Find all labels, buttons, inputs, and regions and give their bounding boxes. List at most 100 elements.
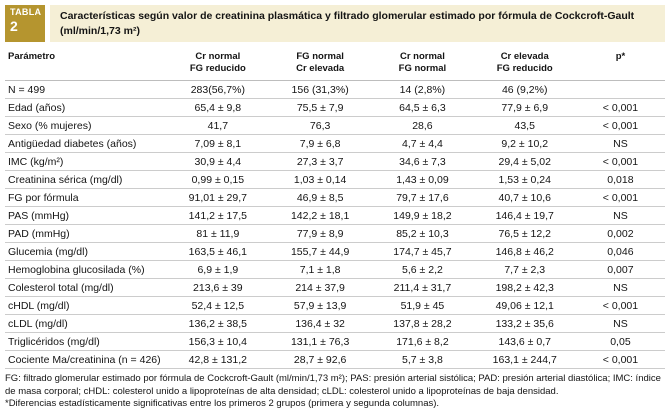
cell-p-value: NS xyxy=(575,314,665,334)
cell-cr-normal-fg-normal: 211,4 ± 31,7 xyxy=(371,278,474,298)
cell-cr-normal-fg-reducido: 136,2 ± 38,5 xyxy=(166,314,269,334)
table-row: cLDL (mg/dl) 136,2 ± 38,5 136,4 ± 32 137… xyxy=(5,314,665,334)
cell-cr-elevada-fg-reducido: 43,5 xyxy=(473,116,576,136)
table-row: Cociente Ma/creatinina (n = 426) 42,8 ± … xyxy=(5,350,665,370)
row-parameter-label: Triglicéridos (mg/dl) xyxy=(5,332,167,352)
table-row: Glucemia (mg/dl) 163,5 ± 46,1 155,7 ± 44… xyxy=(5,242,665,262)
row-parameter-label: PAD (mmHg) xyxy=(5,224,167,244)
col-header-cr-normal-fg-normal: Cr normal FG normal xyxy=(371,47,474,82)
cell-fg-normal-cr-elevada: 155,7 ± 44,9 xyxy=(268,242,372,262)
table-header-row: Parámetro Cr normal FG reducido FG norma… xyxy=(5,47,665,82)
cell-cr-normal-fg-normal: 64,5 ± 6,3 xyxy=(371,98,474,118)
cell-p-value: NS xyxy=(575,206,665,226)
cell-cr-normal-fg-reducido: 81 ± 11,9 xyxy=(166,224,269,244)
cell-cr-elevada-fg-reducido: 146,4 ± 19,7 xyxy=(473,206,576,226)
cell-cr-normal-fg-normal: 79,7 ± 17,6 xyxy=(371,188,474,208)
row-parameter-label: cLDL (mg/dl) xyxy=(5,314,167,334)
cell-fg-normal-cr-elevada: 7,1 ± 1,8 xyxy=(268,260,372,280)
cell-cr-normal-fg-normal: 4,7 ± 4,4 xyxy=(371,134,474,154)
cell-cr-normal-fg-reducido: 6,9 ± 1,9 xyxy=(166,260,269,280)
cell-p-value: < 0,001 xyxy=(575,152,665,172)
row-parameter-label: Hemoglobina glucosilada (%) xyxy=(5,260,167,280)
cell-cr-normal-fg-normal: 51,9 ± 45 xyxy=(371,296,474,316)
cell-cr-normal-fg-normal: 28,6 xyxy=(371,116,474,136)
cell-p-value: < 0,001 xyxy=(575,350,665,370)
cell-cr-normal-fg-reducido: 283(56,7%) xyxy=(166,80,269,100)
cell-cr-normal-fg-normal: 5,6 ± 2,2 xyxy=(371,260,474,280)
cell-cr-normal-fg-reducido: 0,99 ± 0,15 xyxy=(166,170,269,190)
table-row: cHDL (mg/dl) 52,4 ± 12,5 57,9 ± 13,9 51,… xyxy=(5,296,665,316)
col-header-p-value: p* xyxy=(575,47,665,82)
cell-fg-normal-cr-elevada: 46,9 ± 8,5 xyxy=(268,188,372,208)
table-body: N = 499 283(56,7%) 156 (31,3%) 14 (2,8%)… xyxy=(5,80,665,370)
cell-p-value: < 0,001 xyxy=(575,116,665,136)
footnote-abbreviations: FG: filtrado glomerular estimado por fór… xyxy=(5,373,661,397)
cell-cr-normal-fg-normal: 1,43 ± 0,09 xyxy=(371,170,474,190)
cell-cr-normal-fg-reducido: 52,4 ± 12,5 xyxy=(166,296,269,316)
table-row: N = 499 283(56,7%) 156 (31,3%) 14 (2,8%)… xyxy=(5,80,665,100)
col-header-cr-normal-fg-reducido: Cr normal FG reducido xyxy=(166,47,269,82)
table-row: PAS (mmHg) 141,2 ± 17,5 142,2 ± 18,1 149… xyxy=(5,206,665,226)
cell-cr-elevada-fg-reducido: 7,7 ± 2,3 xyxy=(473,260,576,280)
cell-fg-normal-cr-elevada: 142,2 ± 18,1 xyxy=(268,206,372,226)
col-header-cr-elevada-fg-reducido: Cr elevada FG reducido xyxy=(473,47,576,82)
cell-cr-elevada-fg-reducido: 143,6 ± 0,7 xyxy=(473,332,576,352)
cell-cr-elevada-fg-reducido: 9,2 ± 10,2 xyxy=(473,134,576,154)
cell-fg-normal-cr-elevada: 131,1 ± 76,3 xyxy=(268,332,372,352)
cell-cr-elevada-fg-reducido: 49,06 ± 12,1 xyxy=(473,296,576,316)
cell-cr-normal-fg-normal: 34,6 ± 7,3 xyxy=(371,152,474,172)
cell-cr-elevada-fg-reducido: 163,1 ± 244,7 xyxy=(473,350,576,370)
row-parameter-label: Glucemia (mg/dl) xyxy=(5,242,167,262)
cell-fg-normal-cr-elevada: 76,3 xyxy=(268,116,372,136)
table-row: Edad (años) 65,4 ± 9,8 75,5 ± 7,9 64,5 ±… xyxy=(5,98,665,118)
cell-fg-normal-cr-elevada: 156 (31,3%) xyxy=(268,80,372,100)
row-parameter-label: N = 499 xyxy=(5,80,167,100)
cell-cr-elevada-fg-reducido: 77,9 ± 6,9 xyxy=(473,98,576,118)
table-number: 2 xyxy=(10,17,18,34)
cell-cr-normal-fg-normal: 171,6 ± 8,2 xyxy=(371,332,474,352)
cell-fg-normal-cr-elevada: 57,9 ± 13,9 xyxy=(268,296,372,316)
cell-cr-normal-fg-normal: 137,8 ± 28,2 xyxy=(371,314,474,334)
cell-p-value: < 0,001 xyxy=(575,296,665,316)
col-header-line: FG normal xyxy=(296,51,344,63)
cell-fg-normal-cr-elevada: 7,9 ± 6,8 xyxy=(268,134,372,154)
table-title-band: Características según valor de creatinin… xyxy=(50,5,665,43)
row-parameter-label: Edad (años) xyxy=(5,98,167,118)
cell-cr-elevada-fg-reducido: 29,4 ± 5,02 xyxy=(473,152,576,172)
cell-fg-normal-cr-elevada: 1,03 ± 0,14 xyxy=(268,170,372,190)
col-header-line: Cr normal xyxy=(399,51,445,63)
cell-cr-normal-fg-reducido: 65,4 ± 9,8 xyxy=(166,98,269,118)
cell-cr-elevada-fg-reducido: 76,5 ± 12,2 xyxy=(473,224,576,244)
col-header-line: Cr elevada xyxy=(296,63,345,75)
cell-p-value: 0,007 xyxy=(575,260,665,280)
row-parameter-label: Sexo (% mujeres) xyxy=(5,116,167,136)
cell-cr-elevada-fg-reducido: 40,7 ± 10,6 xyxy=(473,188,576,208)
col-header-line: p* xyxy=(615,51,626,63)
cell-p-value: NS xyxy=(575,134,665,154)
cell-cr-elevada-fg-reducido: 46 (9,2%) xyxy=(473,80,576,100)
table-row: FG por fórmula 91,01 ± 29,7 46,9 ± 8,5 7… xyxy=(5,188,665,208)
cell-fg-normal-cr-elevada: 77,9 ± 8,9 xyxy=(268,224,372,244)
cell-p-value: < 0,001 xyxy=(575,188,665,208)
cell-fg-normal-cr-elevada: 75,5 ± 7,9 xyxy=(268,98,372,118)
row-parameter-label: cHDL (mg/dl) xyxy=(5,296,167,316)
cell-fg-normal-cr-elevada: 214 ± 37,9 xyxy=(268,278,372,298)
row-parameter-label: PAS (mmHg) xyxy=(5,206,167,226)
table-label: TABLA xyxy=(10,7,42,17)
table-row: Sexo (% mujeres) 41,7 76,3 28,6 43,5 < 0… xyxy=(5,116,665,136)
data-table: Parámetro Cr normal FG reducido FG norma… xyxy=(5,47,665,370)
cell-fg-normal-cr-elevada: 27,3 ± 3,7 xyxy=(268,152,372,172)
cell-cr-elevada-fg-reducido: 198,2 ± 42,3 xyxy=(473,278,576,298)
col-header-line: FG reducido xyxy=(189,63,246,75)
table-row: Creatinina sérica (mg/dl) 0,99 ± 0,15 1,… xyxy=(5,170,665,190)
row-parameter-label: Colesterol total (mg/dl) xyxy=(5,278,167,298)
col-header-line: Cr elevada xyxy=(500,51,549,63)
table-row: Antigüedad diabetes (años) 7,09 ± 8,1 7,… xyxy=(5,134,665,154)
col-header-line: Cr normal xyxy=(195,51,241,63)
cell-p-value: < 0,001 xyxy=(575,98,665,118)
col-header-fg-normal-cr-elevada: FG normal Cr elevada xyxy=(268,47,372,82)
cell-cr-normal-fg-normal: 14 (2,8%) xyxy=(371,80,474,100)
table-row: Triglicéridos (mg/dl) 156,3 ± 10,4 131,1… xyxy=(5,332,665,352)
row-parameter-label: Cociente Ma/creatinina (n = 426) xyxy=(5,350,167,370)
cell-cr-elevada-fg-reducido: 1,53 ± 0,24 xyxy=(473,170,576,190)
